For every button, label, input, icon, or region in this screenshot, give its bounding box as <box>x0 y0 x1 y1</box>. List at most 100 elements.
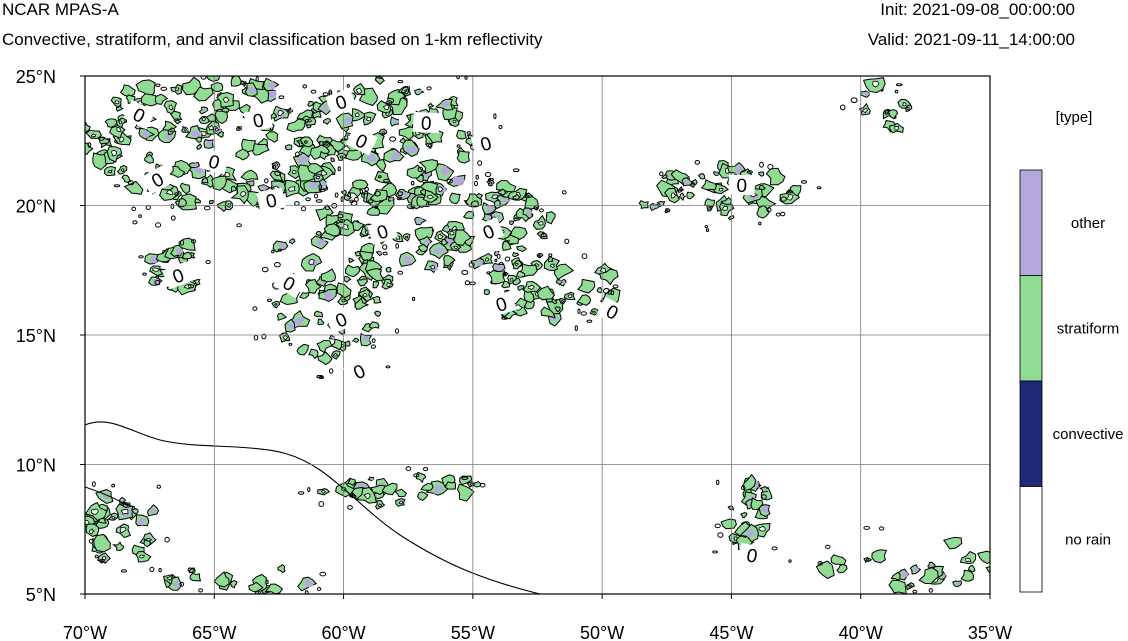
contour-speck <box>191 239 197 244</box>
other-cell <box>304 578 314 588</box>
stratiform-cell <box>890 571 901 581</box>
no-rain-hole <box>894 125 899 131</box>
other-cell <box>440 165 452 177</box>
contour-speck <box>295 69 300 73</box>
no-rain-hole <box>398 500 403 505</box>
contour-speck <box>98 136 105 141</box>
no-rain-hole <box>238 127 242 130</box>
contour-speck <box>540 233 548 238</box>
colorbar-swatch <box>1019 486 1043 593</box>
stratiform-cell <box>599 268 619 286</box>
no-rain-hole <box>906 106 910 111</box>
other-cell <box>402 256 412 265</box>
stratiform-cell <box>739 512 748 519</box>
contour-speck <box>747 170 753 174</box>
contour-speck <box>413 473 420 478</box>
contour-speck <box>198 588 204 593</box>
precip-cluster <box>68 481 170 573</box>
contour-label: 0 <box>485 290 517 318</box>
no-rain-hole <box>365 115 372 122</box>
other-cell <box>267 80 276 90</box>
no-rain-hole <box>469 483 473 486</box>
contour-speck <box>39 166 41 168</box>
stratiform-cell <box>426 129 444 144</box>
stratiform-cell <box>374 76 386 85</box>
stratiform-cell <box>459 475 473 486</box>
no-rain-hole <box>183 127 187 132</box>
stratiform-cell <box>230 185 238 193</box>
stratiform-cell <box>554 306 561 313</box>
contour-speck <box>113 184 121 188</box>
no-rain-hole <box>515 263 519 266</box>
no-rain-hole <box>453 245 459 250</box>
contour-label: 0 <box>470 130 502 157</box>
no-rain-hole <box>405 235 409 239</box>
axis-ticks: 70°W 65°W 60°W 55°W 50°W 45°W 40°W 35°W 25°N 20°N… <box>16 67 1012 641</box>
contour-speck <box>328 368 334 374</box>
contour-speck <box>271 249 275 254</box>
stratiform-cell <box>276 312 288 322</box>
svg-text:0: 0 <box>420 113 432 135</box>
stratiform-cell <box>307 100 314 107</box>
contour-speck <box>766 207 772 213</box>
lat-tick-label: 20°N <box>16 197 56 217</box>
contour-speck <box>758 221 762 226</box>
contour-speck <box>816 186 822 190</box>
stratiform-cell <box>229 580 238 589</box>
no-rain-hole <box>325 143 329 146</box>
no-rain-hole <box>491 194 499 199</box>
no-rain-hole <box>175 87 180 92</box>
other-cell <box>152 278 160 284</box>
colorbar-swatch <box>1019 169 1043 276</box>
contour-label: 0 <box>273 268 306 299</box>
contour-speck <box>396 196 403 201</box>
stratiform-cell <box>194 136 202 143</box>
contour-speck <box>586 319 593 323</box>
stratiform-cell <box>317 351 333 366</box>
other-cell <box>477 259 483 267</box>
stratiform-cell <box>112 541 125 552</box>
no-rain-hole <box>287 186 296 192</box>
other-cell <box>172 581 182 588</box>
stratiform-cell <box>314 310 323 318</box>
contour-speck <box>389 136 397 142</box>
contour-speck <box>496 253 501 259</box>
stratiform-cell <box>677 192 686 202</box>
other-cell <box>247 86 257 95</box>
contour-speck <box>388 68 392 72</box>
no-rain-hole <box>362 292 368 297</box>
contour-speck <box>298 491 305 495</box>
contour-speck <box>717 532 724 538</box>
other-cell <box>423 172 431 178</box>
contour-speck <box>340 196 344 202</box>
svg-text:0: 0 <box>206 151 222 174</box>
lat-tick-label: 10°N <box>16 456 56 476</box>
contour-label: 0 <box>366 217 398 245</box>
stratiform-cell <box>449 192 461 205</box>
no-rain-hole <box>120 509 129 515</box>
no-rain-hole <box>381 131 385 135</box>
stratiform-cell <box>985 566 990 574</box>
no-rain-hole <box>332 352 338 357</box>
lat-tick-label: 5°N <box>26 585 56 605</box>
other-cell <box>378 251 382 255</box>
contour-speck <box>302 84 308 89</box>
other-cell <box>763 488 768 492</box>
other-cell <box>193 166 204 175</box>
other-cell <box>452 175 465 187</box>
contour-speck <box>316 587 322 591</box>
contour-speck <box>346 84 350 88</box>
contour-speck <box>895 83 903 87</box>
contour-speck <box>461 270 469 275</box>
other-cell <box>120 499 125 502</box>
stratiform-cell <box>192 278 201 286</box>
contour-speck <box>68 521 73 523</box>
contour-speck <box>170 215 176 221</box>
other-cell <box>192 162 198 168</box>
stratiform-cell <box>241 138 257 154</box>
other-cell <box>262 185 268 191</box>
no-rain-hole <box>114 100 120 105</box>
contour-speck <box>120 569 127 573</box>
stratiform-cell <box>284 144 293 151</box>
contour-speck <box>564 238 570 245</box>
